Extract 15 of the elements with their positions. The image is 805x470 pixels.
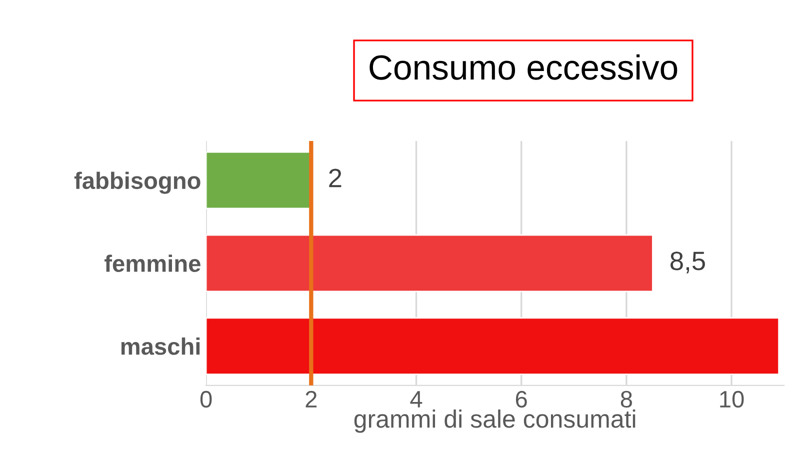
bar [206, 317, 780, 375]
data-label: 2 [329, 168, 342, 188]
x-tick-label: 4 [410, 391, 422, 408]
x-tick-label: 0 [200, 390, 212, 408]
x-tick-label: 2 [306, 390, 317, 408]
x-tick-label: 10 [720, 390, 744, 408]
y-tick-label: maschi [121, 338, 200, 355]
y-tick-label: fabbisogno [74, 172, 200, 194]
x-tick-label: 6 [516, 390, 527, 408]
text: Consumo eccessivo [370, 54, 678, 80]
x-tick-label: 8 [620, 390, 632, 408]
bar [206, 234, 654, 292]
data-label: 8,5 [670, 252, 705, 274]
x-axis-title: grammi di sale consumati [354, 409, 636, 433]
y-tick-label: femmine [104, 254, 200, 272]
